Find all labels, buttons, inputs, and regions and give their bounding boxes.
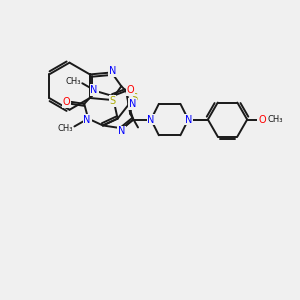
Text: N: N xyxy=(83,115,91,124)
Text: O: O xyxy=(63,97,70,107)
Text: O: O xyxy=(127,85,134,95)
Text: S: S xyxy=(131,93,137,103)
Text: CH₃: CH₃ xyxy=(268,115,283,124)
Text: N: N xyxy=(184,115,192,124)
Text: N: N xyxy=(90,85,98,95)
Text: N: N xyxy=(147,115,155,124)
Text: S: S xyxy=(110,96,116,106)
Text: O: O xyxy=(258,115,266,124)
Text: N: N xyxy=(129,99,136,109)
Text: N: N xyxy=(109,67,116,76)
Text: CH₃: CH₃ xyxy=(58,124,74,133)
Text: CH₃: CH₃ xyxy=(66,77,81,86)
Text: N: N xyxy=(118,126,125,136)
